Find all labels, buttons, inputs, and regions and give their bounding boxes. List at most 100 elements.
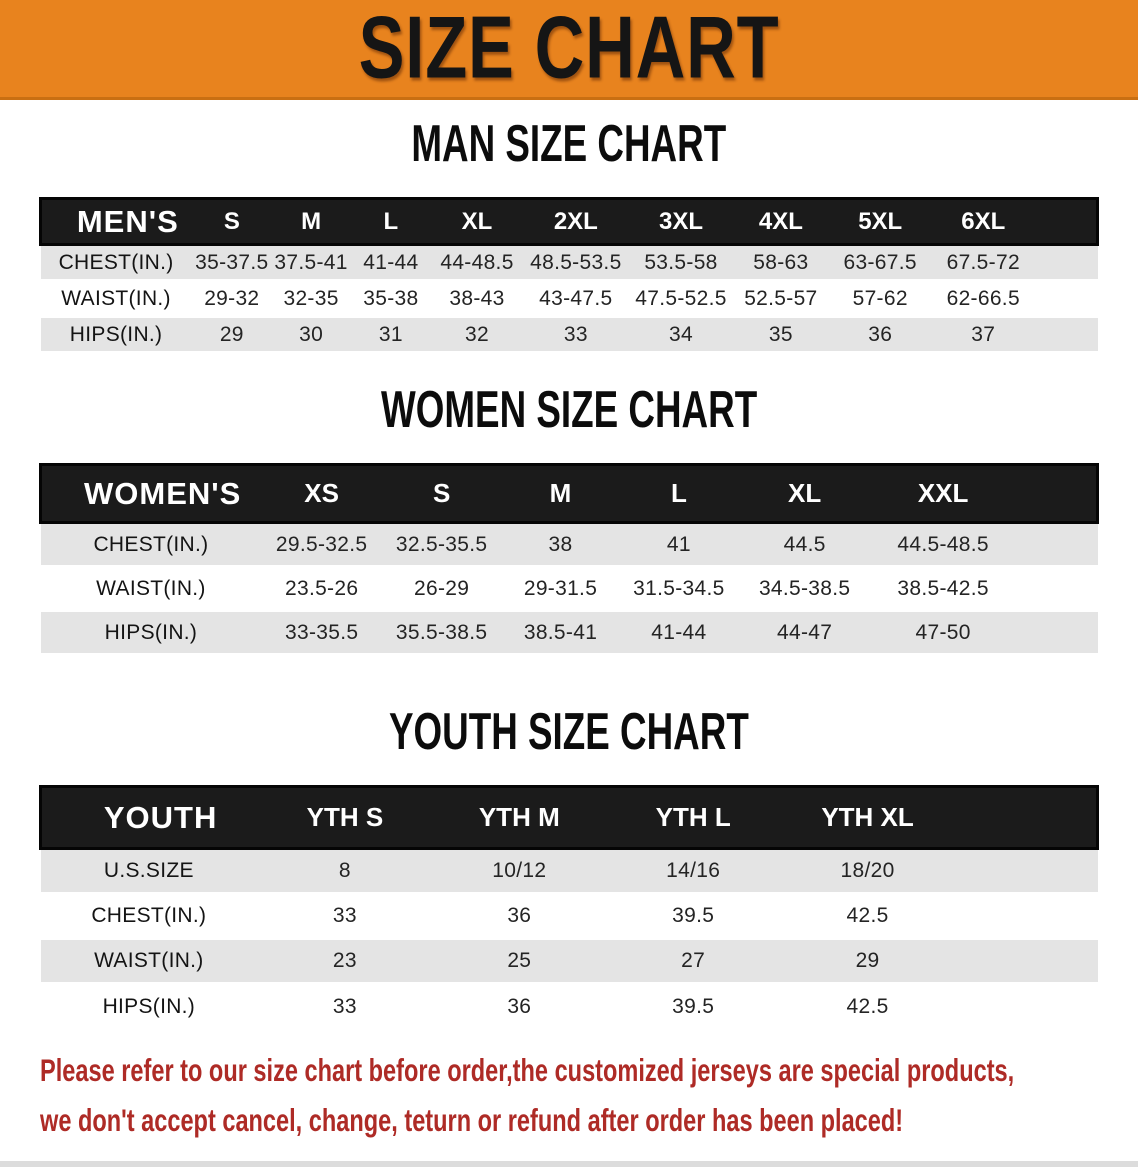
page-title: SIZE CHART bbox=[358, 0, 780, 97]
cell: 30 bbox=[271, 315, 351, 354]
cell: 62-66.5 bbox=[946, 286, 1020, 310]
spacer-cell bbox=[1015, 521, 1098, 568]
cell: 38.5-42.5 bbox=[897, 576, 989, 600]
table-row: U.S.SIZE 8 10/12 14/16 18/20 bbox=[40, 847, 1098, 895]
women-hips-label: HIPS(IN.) bbox=[40, 609, 262, 656]
spacer-cell bbox=[1015, 567, 1098, 611]
men-col-4xl: 4XL bbox=[732, 197, 829, 246]
cell: 47-50 bbox=[871, 609, 1015, 656]
cell: 14/16 bbox=[605, 847, 781, 895]
men-table-header-row: MEN'S S M L XL 2XL 3XL 4XL 5XL 6XL bbox=[38, 197, 1100, 246]
men-table-label: MEN'S bbox=[38, 197, 192, 246]
spacer-cell bbox=[1015, 609, 1098, 656]
cell: 37 bbox=[931, 315, 1036, 354]
cell: 39.5 bbox=[672, 994, 715, 1018]
spacer-cell bbox=[1035, 281, 1097, 317]
youth-col-xl: YTH XL bbox=[780, 785, 955, 850]
cell: 41-44 bbox=[619, 609, 739, 656]
women-waist-label: WAIST(IN.) bbox=[96, 576, 206, 600]
women-col-m: M bbox=[501, 463, 620, 524]
women-table-label: WOMEN'S bbox=[39, 463, 262, 524]
cell: 29-31.5 bbox=[523, 576, 598, 600]
cell: 44-48.5 bbox=[431, 243, 523, 282]
spacer-cell bbox=[1035, 243, 1098, 282]
table-row: HIPS(IN.) 29 30 31 32 33 34 35 36 37 bbox=[40, 315, 1098, 354]
youth-table-label: YOUTH bbox=[39, 785, 258, 850]
youth-ussize-label: U.S.SIZE bbox=[40, 847, 258, 895]
cell: 47.5-52.5 bbox=[635, 286, 727, 310]
women-col-s: S bbox=[381, 463, 502, 524]
cell: 48.5-53.5 bbox=[522, 243, 630, 282]
cell: 25 bbox=[432, 937, 606, 985]
women-col-l: L bbox=[619, 463, 739, 524]
women-col-xxl: XXL bbox=[871, 463, 1015, 524]
men-col-3xl: 3XL bbox=[629, 197, 733, 246]
youth-waist-label: WAIST(IN.) bbox=[40, 937, 258, 985]
women-heading-text: WOMEN SIZE CHART bbox=[380, 379, 758, 439]
bottom-border-strip bbox=[0, 1160, 1138, 1167]
cell: 27 bbox=[605, 937, 781, 985]
men-waist-label: WAIST(IN.) bbox=[61, 286, 171, 310]
cell: 38-43 bbox=[449, 286, 505, 310]
cell: 41 bbox=[619, 521, 739, 568]
cell: 34 bbox=[629, 315, 733, 354]
cell: 57-62 bbox=[852, 286, 908, 310]
spacer-cell bbox=[955, 984, 1098, 1029]
cell: 53.5-58 bbox=[629, 243, 733, 282]
men-size-table: MEN'S S M L XL 2XL 3XL 4XL 5XL 6XL CHEST… bbox=[38, 197, 1100, 354]
spacer-cell bbox=[1035, 197, 1100, 246]
women-chest-label: CHEST(IN.) bbox=[40, 521, 262, 568]
cell: 29-32 bbox=[204, 286, 260, 310]
spacer-cell bbox=[955, 894, 1098, 939]
cell: 37.5-41 bbox=[271, 243, 351, 282]
cell: 31 bbox=[350, 315, 432, 354]
youth-table-header-row: YOUTH YTH S YTH M YTH L YTH XL bbox=[39, 785, 1099, 850]
men-section-heading: MAN SIZE CHART bbox=[0, 115, 1138, 177]
youth-col-m: YTH M bbox=[432, 785, 606, 850]
women-table-header-row: WOMEN'S XS S M L XL XXL bbox=[39, 463, 1099, 524]
youth-heading-text: YOUTH SIZE CHART bbox=[389, 701, 749, 761]
cell: 23 bbox=[257, 937, 433, 985]
men-hips-label: HIPS(IN.) bbox=[40, 315, 192, 354]
cell: 32.5-35.5 bbox=[381, 521, 502, 568]
youth-chest-label: CHEST(IN.) bbox=[91, 904, 207, 927]
cell: 58-63 bbox=[732, 243, 829, 282]
cell: 33 bbox=[332, 994, 357, 1018]
cell: 31.5-34.5 bbox=[633, 576, 725, 600]
men-chest-label: CHEST(IN.) bbox=[40, 243, 192, 282]
spacer-cell bbox=[954, 785, 1099, 850]
cell: 26-29 bbox=[414, 576, 470, 600]
table-row: HIPS(IN.) 33-35.5 35.5-38.5 38.5-41 41-4… bbox=[40, 609, 1098, 656]
women-col-xl: XL bbox=[738, 463, 872, 524]
table-row: CHEST(IN.) 35-37.5 37.5-41 41-44 44-48.5… bbox=[40, 243, 1098, 282]
cell: 38 bbox=[501, 521, 620, 568]
men-col-6xl: 6XL bbox=[931, 197, 1036, 246]
spacer-cell bbox=[1035, 315, 1098, 354]
cell: 33-35.5 bbox=[261, 609, 382, 656]
men-col-m: M bbox=[271, 197, 351, 246]
youth-hips-label: HIPS(IN.) bbox=[102, 994, 196, 1018]
cell: 36 bbox=[828, 315, 932, 354]
women-col-xs: XS bbox=[261, 463, 382, 524]
youth-section-heading: YOUTH SIZE CHART bbox=[0, 701, 1138, 765]
cell: 32-35 bbox=[283, 286, 339, 310]
cell: 29.5-32.5 bbox=[261, 521, 382, 568]
cell: 23.5-26 bbox=[284, 576, 359, 600]
spacer-cell bbox=[954, 847, 1098, 895]
men-col-2xl: 2XL bbox=[522, 197, 630, 246]
cell: 10/12 bbox=[432, 847, 606, 895]
cell: 36 bbox=[507, 904, 532, 927]
banner: SIZE CHART bbox=[0, 0, 1138, 100]
cell: 44.5 bbox=[738, 521, 872, 568]
cell: 44-47 bbox=[738, 609, 872, 656]
cell: 42.5 bbox=[846, 994, 889, 1018]
cell: 8 bbox=[257, 847, 433, 895]
men-col-xl: XL bbox=[431, 197, 523, 246]
cell: 35-37.5 bbox=[191, 243, 272, 282]
cell: 43-47.5 bbox=[539, 286, 613, 310]
cell: 29 bbox=[191, 315, 272, 354]
youth-col-l: YTH L bbox=[605, 785, 781, 850]
table-row: HIPS(IN.) 33 36 39.5 42.5 bbox=[41, 984, 1098, 1029]
cell: 36 bbox=[507, 994, 532, 1018]
